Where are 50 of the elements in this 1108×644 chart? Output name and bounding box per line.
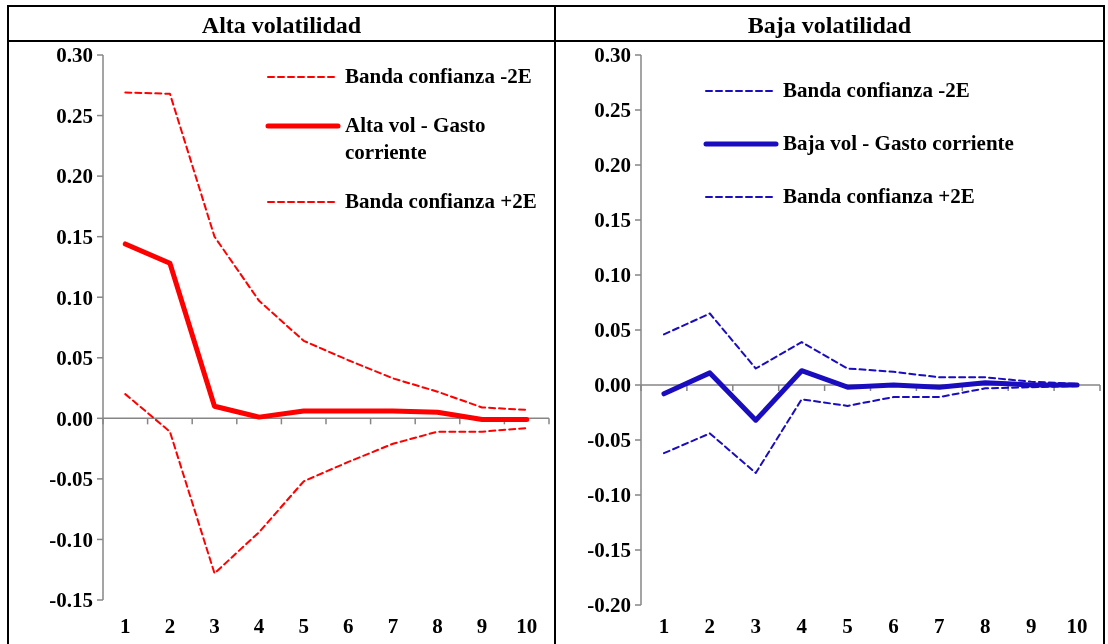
y-tick-label: 0.00 bbox=[594, 373, 631, 398]
x-tick-label: 10 bbox=[516, 614, 538, 638]
y-tick-label: 0.25 bbox=[56, 103, 93, 128]
legend-label: Alta vol - Gasto corriente bbox=[345, 113, 486, 164]
y-tick-label: 0.30 bbox=[594, 43, 631, 68]
chart-title: Alta volatilidad bbox=[201, 12, 362, 38]
x-tick-label: 9 bbox=[476, 614, 488, 638]
y-tick-label: 0.10 bbox=[594, 263, 631, 288]
x-tick-label: 4 bbox=[796, 614, 808, 638]
line-series bbox=[124, 393, 528, 575]
y-tick-label: 0.20 bbox=[56, 164, 93, 189]
x-tick-label: 7 bbox=[387, 614, 399, 638]
y-tick-label: 0.15 bbox=[594, 208, 631, 233]
y-tick-label: -0.10 bbox=[49, 527, 93, 552]
legend-label: Banda confianza -2E bbox=[783, 78, 970, 102]
x-tick-label: 6 bbox=[888, 614, 899, 638]
y-tick-label: 0.00 bbox=[56, 406, 93, 431]
y-tick-label: -0.10 bbox=[587, 483, 631, 508]
x-tick-label: 1 bbox=[658, 614, 670, 638]
x-tick-label: 2 bbox=[704, 614, 716, 638]
x-tick-label: 7 bbox=[934, 614, 945, 638]
x-tick-label: 3 bbox=[209, 614, 220, 638]
y-tick-label: -0.15 bbox=[587, 538, 631, 563]
x-tick-label: 3 bbox=[750, 614, 761, 638]
y-tick-label: -0.15 bbox=[49, 588, 93, 613]
x-tick-label: 10 bbox=[1066, 614, 1088, 638]
y-tick-label: 0.05 bbox=[594, 318, 631, 343]
legend-label: Baja vol - Gasto corriente bbox=[783, 131, 1014, 155]
x-tick-label: 6 bbox=[343, 614, 354, 638]
x-tick-label: 8 bbox=[432, 614, 443, 638]
x-tick-label: 5 bbox=[842, 614, 853, 638]
y-tick-label: -0.05 bbox=[49, 467, 93, 492]
x-tick-label: 1 bbox=[120, 614, 131, 638]
x-tick-label: 2 bbox=[164, 614, 176, 638]
y-tick-label: 0.15 bbox=[56, 225, 93, 250]
y-tick-label: -0.20 bbox=[587, 593, 631, 618]
chart-title: Baja volatilidad bbox=[747, 12, 912, 38]
legend-label: Banda confianza +2E bbox=[783, 184, 975, 208]
legend-label: Banda confianza +2E bbox=[345, 189, 537, 213]
y-tick-label: -0.05 bbox=[587, 428, 631, 453]
y-tick-label: 0.10 bbox=[56, 285, 93, 310]
y-tick-label: 0.20 bbox=[594, 153, 631, 178]
y-tick-label: 0.05 bbox=[56, 346, 93, 371]
y-tick-label: 0.30 bbox=[56, 43, 93, 68]
y-tick-label: 0.25 bbox=[594, 98, 631, 123]
x-tick-label: 8 bbox=[980, 614, 991, 638]
x-tick-label: 4 bbox=[253, 614, 265, 638]
legend-label: Banda confianza -2E bbox=[345, 64, 532, 88]
x-tick-label: 5 bbox=[298, 614, 309, 638]
x-tick-label: 9 bbox=[1025, 614, 1037, 638]
